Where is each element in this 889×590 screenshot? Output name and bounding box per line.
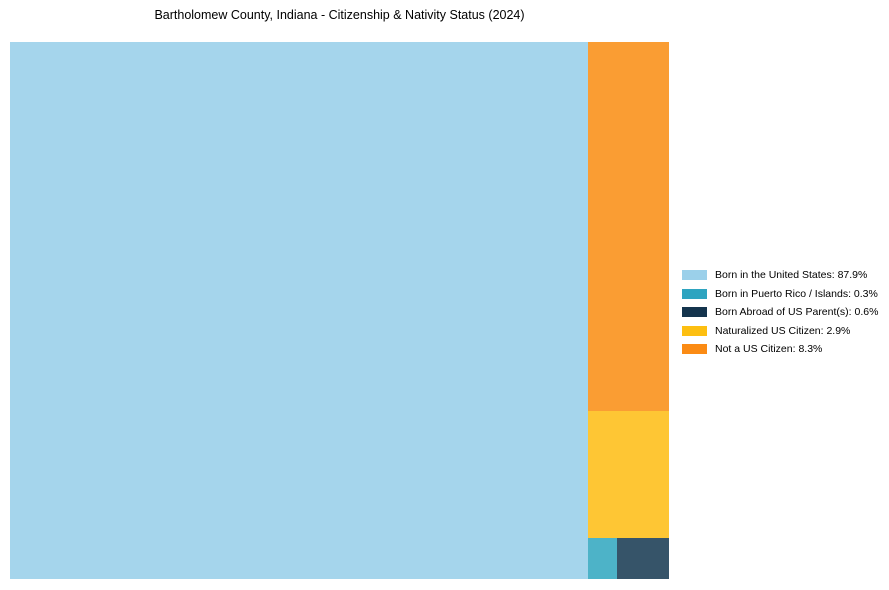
legend-label: Born in Puerto Rico / Islands: 0.3% xyxy=(715,287,878,300)
legend-swatch-icon xyxy=(682,307,707,318)
treemap-tile-born-in-the-united-states xyxy=(10,42,588,579)
treemap-tile-born-in-puerto-rico-islands xyxy=(587,538,617,579)
legend-swatch-icon xyxy=(682,344,707,355)
legend: Born in the United States: 87.9% Born in … xyxy=(682,266,878,359)
legend-swatch-icon xyxy=(682,325,707,336)
treemap-tile-born-abroad-of-us-parent-s xyxy=(616,538,669,579)
legend-label: Not a US Citizen: 8.3% xyxy=(715,343,823,355)
legend-item-born-in-the-united-states: Born in the United States: 87.9% xyxy=(682,266,878,285)
legend-label: Naturalized US Citizen: 2.9% xyxy=(715,324,851,337)
chart-title: Bartholomew County, Indiana - Citizenshi… xyxy=(154,8,525,22)
legend-swatch-icon xyxy=(682,270,707,281)
legend-item-born-abroad-of-us-parent-s: Born Abroad of US Parent(s): 0.6% xyxy=(682,303,878,322)
legend-item-not-a-us-citizen: Not a US Citizen: 8.3% xyxy=(682,340,878,359)
treemap-tile-naturalized-us-citizen xyxy=(587,411,669,539)
treemap-plot xyxy=(10,42,669,579)
legend-label: Born in the United States: 87.9% xyxy=(715,269,868,281)
treemap-tile-not-a-us-citizen xyxy=(587,42,669,412)
legend-item-naturalized-us-citizen: Naturalized US Citizen: 2.9% xyxy=(682,322,878,341)
legend-item-born-in-puerto-rico-islands: Born in Puerto Rico / Islands: 0.3% xyxy=(682,285,878,304)
legend-swatch-icon xyxy=(682,288,707,299)
legend-label: Born Abroad of US Parent(s): 0.6% xyxy=(715,306,879,318)
